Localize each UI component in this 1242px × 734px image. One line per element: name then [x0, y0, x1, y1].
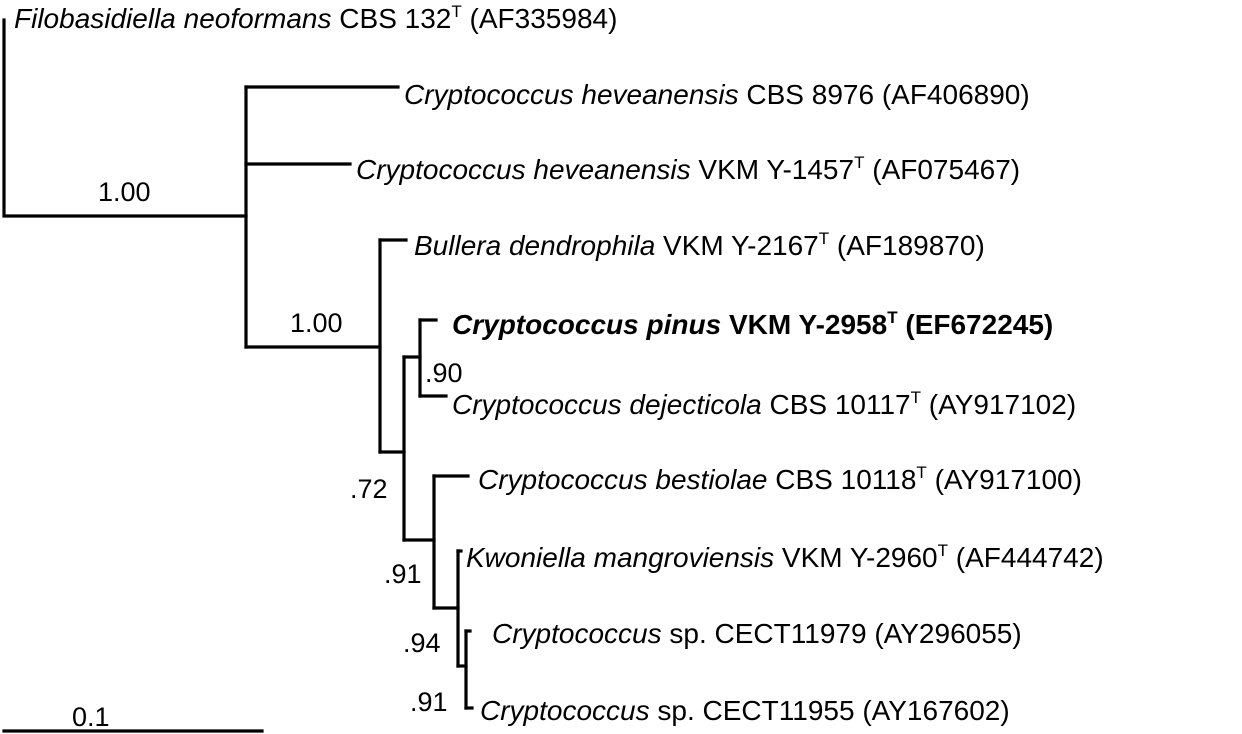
type-strain-marker: T [938, 541, 948, 560]
support-value: .90 [425, 358, 463, 388]
type-strain-marker: T [451, 2, 461, 21]
strain-id: VKM Y-2958 [721, 309, 887, 340]
strain-id: CBS 10117 [762, 389, 911, 420]
support-value: .91 [410, 687, 448, 717]
taxon-name: Cryptococcus [492, 618, 662, 649]
tree-branches [2, 18, 474, 733]
taxon-name: Filobasidiella neoformans [14, 3, 332, 34]
type-strain-marker: T [819, 229, 829, 248]
accession-number: (AF075467) [864, 154, 1020, 185]
taxon-labels: Filobasidiella neoformans CBS 132T (AF33… [14, 2, 1104, 726]
taxon-name: Cryptococcus heveanensis [356, 154, 691, 185]
type-strain-marker: T [916, 463, 926, 482]
strain-id: CBS 8976 [739, 79, 874, 110]
type-strain-marker: T [854, 153, 864, 172]
strain-id: VKM Y-2167 [655, 230, 818, 261]
taxon-label: Kwoniella mangroviensis VKM Y-2960T (AF4… [466, 541, 1104, 573]
taxon-name: Bullera dendrophila [414, 230, 655, 261]
accession-number: (AY917102) [921, 389, 1076, 420]
taxon-label: Filobasidiella neoformans CBS 132T (AF33… [14, 2, 617, 34]
taxon-label: Cryptococcus sp. CECT11955 (AY167602) [480, 695, 1010, 726]
accession-number: (AY167602) [855, 695, 1010, 726]
taxon-label: Cryptococcus pinus VKM Y-2958T (EF672245… [452, 308, 1053, 340]
taxon-name: Cryptococcus heveanensis [404, 79, 739, 110]
strain-id: CBS 10118 [767, 464, 916, 495]
taxon-name: Cryptococcus dejecticola [452, 389, 762, 420]
accession-number: (EF672245) [898, 309, 1054, 340]
support-value: 1.00 [290, 308, 343, 338]
strain-id: sp. CECT11979 [662, 618, 867, 649]
taxon-name: Kwoniella mangroviensis [466, 542, 774, 573]
support-value: .94 [403, 628, 441, 658]
taxon-label: Cryptococcus heveanensis VKM Y-1457T (AF… [356, 153, 1020, 185]
taxon-label: Cryptococcus bestiolae CBS 10118T (AY917… [478, 463, 1082, 495]
accession-number: (AY296055) [867, 618, 1022, 649]
accession-number: (AF406890) [874, 79, 1030, 110]
support-value: .91 [384, 559, 422, 589]
taxon-label: Bullera dendrophila VKM Y-2167T (AF18987… [414, 229, 985, 261]
taxon-name: Cryptococcus bestiolae [478, 464, 767, 495]
taxon-name: Cryptococcus [480, 695, 650, 726]
accession-number: (AF335984) [462, 3, 618, 34]
taxon-label: Cryptococcus heveanensis CBS 8976 (AF406… [404, 79, 1030, 110]
taxon-name: Cryptococcus pinus [452, 309, 721, 340]
accession-number: (AF189870) [829, 230, 985, 261]
scale-bar-label: 0.1 [72, 702, 110, 732]
strain-id: sp. CECT11955 [650, 695, 855, 726]
type-strain-marker: T [911, 388, 921, 407]
support-value: .72 [350, 474, 388, 504]
accession-number: (AY917100) [927, 464, 1082, 495]
support-value: 1.00 [98, 177, 151, 207]
strain-id: CBS 132 [332, 3, 452, 34]
type-strain-marker: T [887, 308, 898, 327]
strain-id: VKM Y-1457 [691, 154, 854, 185]
support-values: 1.00 1.00 .90 .72 .91 .94 .91 [98, 177, 463, 717]
taxon-label: Cryptococcus dejecticola CBS 10117T (AY9… [452, 388, 1076, 420]
accession-number: (AF444742) [948, 542, 1104, 573]
strain-id: VKM Y-2960 [774, 542, 937, 573]
root-branches [2, 18, 248, 218]
taxon-label: Cryptococcus sp. CECT11979 (AY296055) [492, 618, 1022, 649]
